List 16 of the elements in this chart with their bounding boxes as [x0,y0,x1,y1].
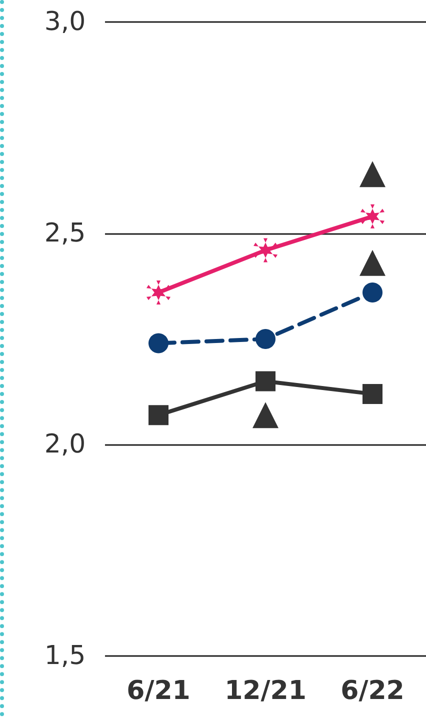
x-tick-label: 6/22 [340,676,404,706]
y-tick-label: 1,5 [44,641,86,671]
point [148,333,168,354]
y-tick-label: 3,0 [44,7,86,37]
y-tick-label: 2,0 [44,430,86,460]
point [256,329,276,349]
point [146,280,170,305]
point [362,384,382,404]
point [256,371,276,392]
point [360,204,384,228]
y-tick-label: 2,5 [44,218,86,248]
point [148,405,168,426]
point [254,238,278,262]
point [362,282,382,302]
x-tick-label: 6/21 [126,676,190,706]
x-tick-label: 12/21 [224,676,306,706]
